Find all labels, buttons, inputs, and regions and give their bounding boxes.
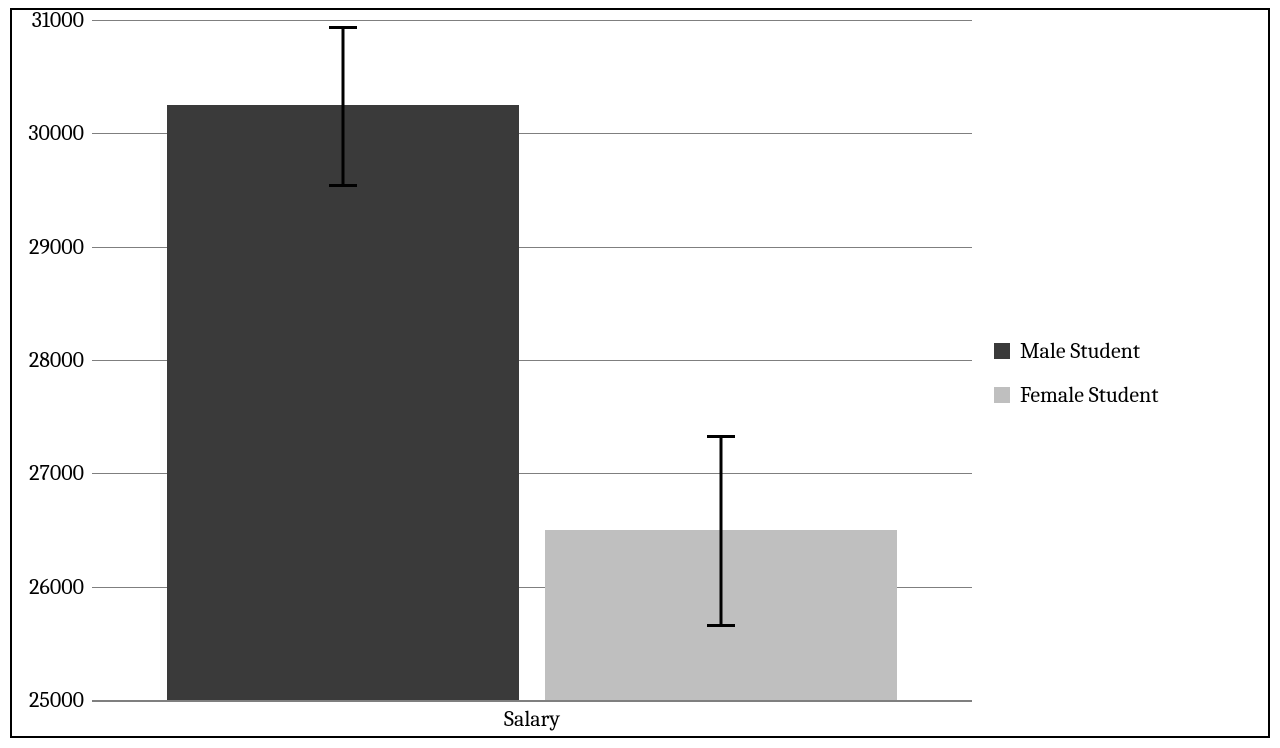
ytick-label: 27000 [29, 460, 92, 486]
legend-swatch [994, 343, 1010, 359]
ytick-label: 30000 [28, 120, 92, 146]
plot-frame: 25000260002700028000290003000031000 [92, 20, 972, 700]
legend-item: Male Student [994, 338, 1244, 364]
ytick-label: 31000 [32, 7, 92, 33]
ytick-label: 25000 [29, 687, 92, 713]
ytick-label: 29000 [29, 234, 92, 260]
legend-label: Female Student [1020, 382, 1158, 408]
plot-area: 25000260002700028000290003000031000 Sala… [92, 20, 972, 700]
gridline [92, 20, 972, 21]
ytick-label: 26000 [29, 574, 92, 600]
bar-male [167, 105, 519, 700]
x-axis-label: Salary [92, 700, 972, 732]
legend-swatch [994, 387, 1010, 403]
ytick-label: 28000 [29, 347, 92, 373]
legend-item: Female Student [994, 382, 1244, 408]
chart-container: 25000260002700028000290003000031000 Sala… [10, 8, 1270, 738]
legend-label: Male Student [1020, 338, 1140, 364]
legend: Male Student Female Student [994, 320, 1244, 426]
